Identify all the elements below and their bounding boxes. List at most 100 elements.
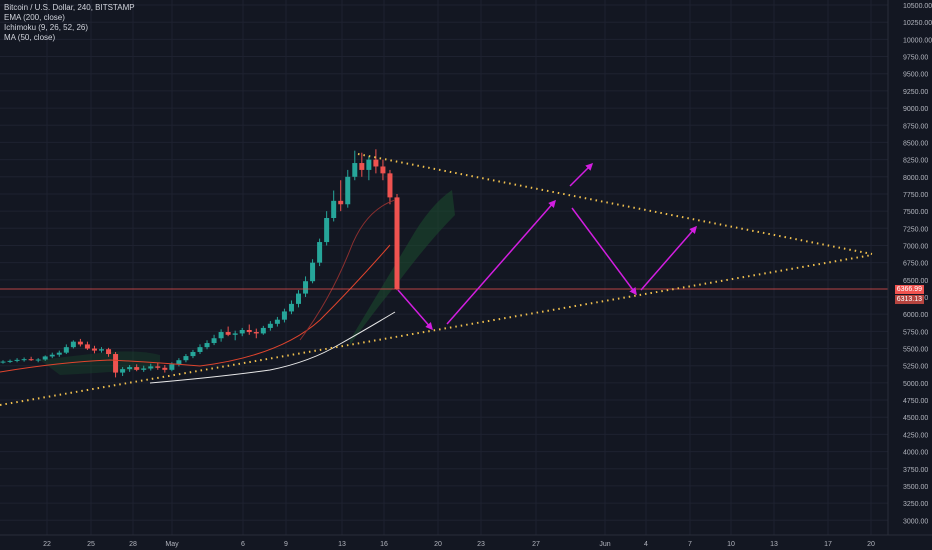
candle-body bbox=[162, 367, 168, 370]
last-price-badge: 6366.99 bbox=[894, 285, 924, 294]
time-tick-label: 17 bbox=[824, 541, 832, 548]
price-tick-label: 8250.00 bbox=[903, 158, 928, 165]
time-tick-label: 20 bbox=[867, 541, 875, 548]
price-tick-label: 8500.00 bbox=[903, 140, 928, 147]
candle-body bbox=[176, 360, 182, 365]
candle-body bbox=[141, 368, 147, 370]
candle-body bbox=[274, 319, 280, 324]
candle-body bbox=[246, 329, 252, 333]
ema-line bbox=[0, 244, 391, 373]
candle-body bbox=[373, 159, 379, 167]
candle-body bbox=[49, 354, 55, 357]
candle-body bbox=[338, 200, 344, 205]
candle-body bbox=[239, 329, 245, 334]
time-tick-label: 16 bbox=[380, 541, 388, 548]
secondary-price-badge: 6313.13 bbox=[894, 295, 924, 304]
price-tick-label: 9500.00 bbox=[903, 72, 928, 79]
candle-body bbox=[134, 367, 140, 370]
candle-body bbox=[21, 359, 27, 361]
candle-body bbox=[106, 349, 112, 355]
time-tick-label: May bbox=[165, 541, 179, 548]
price-tick-label: 4500.00 bbox=[903, 415, 928, 422]
chart-grid bbox=[0, 0, 888, 535]
time-tick-label: 10 bbox=[727, 541, 735, 548]
time-tick-label: 27 bbox=[532, 541, 540, 548]
time-tick-label: 13 bbox=[338, 541, 346, 548]
upper-trendline bbox=[357, 153, 873, 255]
user-drawings[interactable] bbox=[0, 153, 873, 406]
price-tick-label: 10000.00 bbox=[903, 37, 932, 44]
candle-body bbox=[218, 332, 224, 339]
candle-body bbox=[394, 197, 400, 289]
candle-body bbox=[303, 281, 309, 294]
candle-body bbox=[155, 366, 161, 368]
candle-body bbox=[288, 303, 294, 312]
candle-body bbox=[331, 200, 337, 219]
price-tick-label: 5500.00 bbox=[903, 347, 928, 354]
ichimoku-legend[interactable]: Ichimoku (9, 26, 52, 26) bbox=[4, 23, 89, 32]
candle-body bbox=[28, 359, 34, 361]
kijun-line bbox=[299, 199, 396, 341]
candlestick-series bbox=[0, 149, 400, 378]
time-tick-label: Jun bbox=[599, 541, 610, 548]
candle-body bbox=[183, 356, 189, 361]
price-tick-label: 5750.00 bbox=[903, 329, 928, 336]
time-tick-label: 6 bbox=[241, 541, 245, 548]
candle-body bbox=[324, 218, 330, 243]
candle-body bbox=[169, 364, 175, 370]
candle-body bbox=[380, 166, 386, 174]
candle-body bbox=[190, 351, 196, 357]
candle-body bbox=[77, 341, 83, 345]
cloud-area bbox=[350, 190, 455, 345]
candle-body bbox=[253, 332, 259, 334]
price-tick-label: 7750.00 bbox=[903, 192, 928, 199]
price-tick-label: 3000.00 bbox=[903, 518, 928, 525]
time-tick-label: 25 bbox=[87, 541, 95, 548]
candle-body bbox=[310, 262, 316, 282]
candle-body bbox=[99, 349, 104, 351]
candle-body bbox=[366, 159, 372, 170]
price-tick-label: 8750.00 bbox=[903, 123, 928, 130]
time-axis[interactable]: 22 25 28 May 6 9 13 16 20 23 27 Jun 4 7 10 13 17 20 bbox=[0, 534, 932, 548]
candle-body bbox=[56, 352, 62, 355]
projection-arrow bbox=[569, 162, 594, 187]
candle-body bbox=[232, 333, 238, 335]
cloud-area-early bbox=[40, 351, 160, 375]
time-tick-label: 22 bbox=[43, 541, 51, 548]
candle-body bbox=[14, 359, 20, 361]
price-axis[interactable]: 3000.00 3250.00 3500.00 3750.00 4000.00 4250.… bbox=[887, 0, 932, 535]
ma-legend[interactable]: MA (50, close) bbox=[4, 33, 56, 42]
price-tick-label: 6000.00 bbox=[903, 312, 928, 319]
price-tick-label: 7000.00 bbox=[903, 243, 928, 250]
ema-legend[interactable]: EMA (200, close) bbox=[4, 13, 65, 22]
candle-body bbox=[127, 367, 133, 370]
candle-body bbox=[120, 369, 126, 373]
candle-body bbox=[317, 242, 323, 263]
symbol-title[interactable]: Bitcoin / U.S. Dollar, 240, BITSTAMP bbox=[4, 3, 135, 12]
price-tick-label: 9250.00 bbox=[903, 89, 928, 96]
candle-body bbox=[281, 311, 287, 320]
candle-body bbox=[225, 332, 231, 335]
price-tick-label: 10250.00 bbox=[903, 20, 932, 27]
ma-line bbox=[149, 311, 396, 384]
time-tick-label: 20 bbox=[434, 541, 442, 548]
candle-body bbox=[84, 344, 90, 349]
time-tick-label: 9 bbox=[284, 541, 288, 548]
indicator-lines bbox=[0, 199, 888, 384]
candle-body bbox=[204, 343, 210, 348]
candle-body bbox=[91, 348, 97, 351]
price-tick-label: 6750.00 bbox=[903, 261, 928, 268]
price-tick-label: 4250.00 bbox=[903, 432, 928, 439]
price-tick-label: 3500.00 bbox=[903, 484, 928, 491]
candle-body bbox=[148, 366, 154, 369]
candle-body bbox=[211, 338, 217, 344]
price-tick-label: 4750.00 bbox=[903, 398, 928, 405]
candle-body bbox=[42, 356, 48, 360]
candle-body bbox=[345, 176, 351, 205]
price-tick-label: 10500.00 bbox=[903, 3, 932, 10]
price-tick-label: 4000.00 bbox=[903, 450, 928, 457]
projection-arrow bbox=[640, 225, 697, 291]
price-tick-label: 8000.00 bbox=[903, 175, 928, 182]
price-tick-label: 9750.00 bbox=[903, 55, 928, 62]
